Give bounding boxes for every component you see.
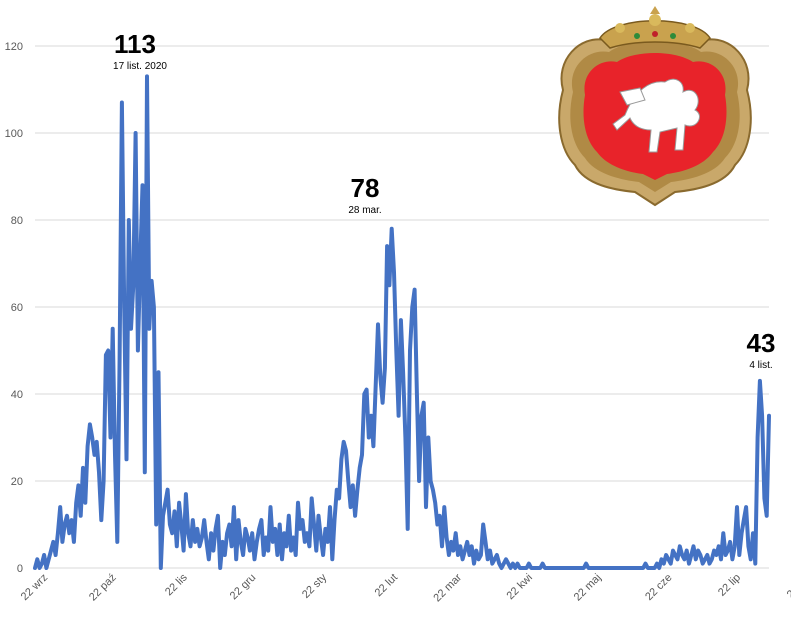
x-tick-label: 22 lip [716, 572, 743, 599]
peak-2-date: 28 mar. [348, 205, 381, 216]
coat-of-arms-emblem [559, 6, 751, 205]
y-tick-label: 60 [11, 302, 23, 314]
y-tick-label: 80 [11, 215, 23, 227]
x-tick-label: 22 lut [373, 572, 401, 600]
x-tick-label: 22 mar [431, 571, 464, 604]
peak-1-value: 113 [114, 29, 156, 59]
x-tick-label: 22 sie [785, 572, 791, 601]
x-tick-label: 22 wrz [19, 572, 50, 603]
peak-3-date: 4 list. [749, 360, 772, 371]
peak-3-value: 43 [747, 328, 776, 358]
y-tick-label: 0 [17, 563, 23, 575]
y-tick-label: 20 [11, 476, 23, 488]
peak-2-value: 78 [351, 173, 380, 203]
x-tick-label: 22 kwi [504, 572, 535, 603]
x-tick-label: 22 cze [643, 572, 674, 603]
y-tick-label: 100 [5, 128, 23, 140]
x-tick-label: 22 gru [228, 572, 259, 603]
x-tick-label: 22 paź [87, 572, 119, 604]
y-tick-label: 120 [5, 41, 23, 53]
x-tick-label: 22 lis [163, 571, 190, 598]
x-axis: 22 wrz 22 paź 22 lis 22 gru 22 sty 22 lut 22 m… [19, 571, 791, 604]
y-tick-label: 40 [11, 389, 23, 401]
peak-1-date: 17 list. 2020 [113, 61, 167, 72]
crown-icon [600, 6, 710, 48]
y-axis: 0 20 40 60 80 100 120 [5, 41, 23, 575]
x-tick-label: 22 maj [572, 572, 604, 604]
x-tick-label: 22 sty [300, 571, 330, 601]
